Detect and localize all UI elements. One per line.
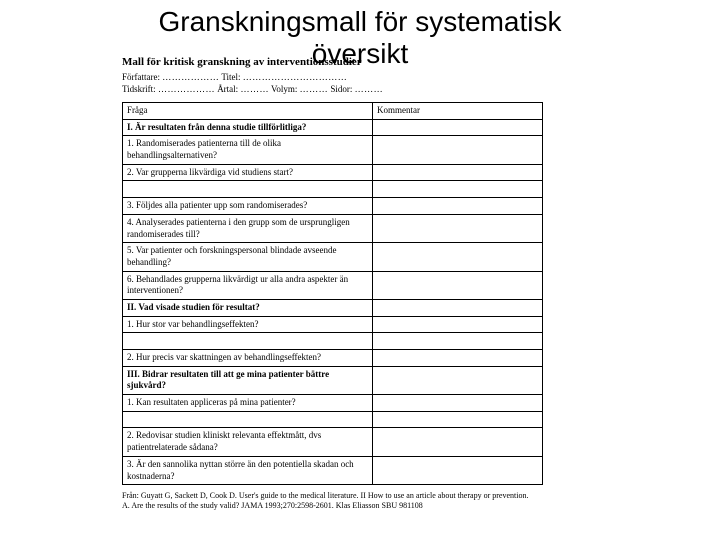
page-title-line1: Granskningsmall för systematisk	[158, 6, 561, 37]
table-header-comment: Kommentar	[373, 103, 543, 120]
pages-label: Sidor:	[330, 84, 352, 94]
comment-cell	[373, 428, 543, 456]
question-cell: 2. Hur precis var skattningen av behandl…	[123, 350, 373, 367]
section-cell: I. Är resultaten från denna studie tillf…	[123, 119, 373, 136]
comment-cell	[373, 456, 543, 484]
question-cell: 3. Följdes alla patienter upp som random…	[123, 198, 373, 215]
comment-cell	[373, 214, 543, 242]
meta-line-2: Tidskrift: ……………… Årtal: ……… Volym: ……… …	[122, 84, 600, 94]
table-row	[123, 333, 543, 350]
question-cell: 1. Randomiserades patienterna till de ol…	[123, 136, 373, 164]
pages-dots: ………	[355, 84, 384, 94]
question-cell: 4. Analyserades patienterna i den grupp …	[123, 214, 373, 242]
table-row: 5. Var patienter och forskningspersonal …	[123, 243, 543, 271]
table-row: 1. Hur stor var behandlingseffekten?	[123, 316, 543, 333]
table-row: III. Bidrar resultaten till att ge mina …	[123, 366, 543, 394]
question-cell: 1. Hur stor var behandlingseffekten?	[123, 316, 373, 333]
author-dots: ………………	[162, 72, 219, 82]
question-cell: 6. Behandlades grupperna likvärdigt ur a…	[123, 271, 373, 299]
comment-cell	[373, 271, 543, 299]
blank-cell	[123, 181, 373, 198]
section-cell: III. Bidrar resultaten till att ge mina …	[123, 366, 373, 394]
comment-cell	[373, 366, 543, 394]
table-row	[123, 181, 543, 198]
table-row: 1. Kan resultaten appliceras på mina pat…	[123, 395, 543, 412]
table-row: 4. Analyserades patienterna i den grupp …	[123, 214, 543, 242]
table-row: 2. Hur precis var skattningen av behandl…	[123, 350, 543, 367]
table-row: I. Är resultaten från denna studie tillf…	[123, 119, 543, 136]
blank-cell	[123, 411, 373, 428]
document-area: Mall för kritisk granskning av intervent…	[122, 56, 600, 511]
table-header-question: Fråga	[123, 103, 373, 120]
volume-label: Volym:	[271, 84, 297, 94]
question-cell: 2. Redovisar studien kliniskt relevanta …	[123, 428, 373, 456]
question-cell: 2. Var grupperna likvärdiga vid studiens…	[123, 164, 373, 181]
question-cell: 3. Är den sannolika nyttan större än den…	[123, 456, 373, 484]
table-header-row: FrågaKommentar	[123, 103, 543, 120]
table-row: II. Vad visade studien för resultat?	[123, 299, 543, 316]
comment-cell	[373, 395, 543, 412]
comment-cell	[373, 411, 543, 428]
comment-cell	[373, 164, 543, 181]
year-dots: ………	[240, 84, 269, 94]
blank-cell	[123, 333, 373, 350]
table-row: 3. Följdes alla patienter upp som random…	[123, 198, 543, 215]
comment-cell	[373, 181, 543, 198]
comment-cell	[373, 316, 543, 333]
table-row: 1. Randomiserades patienterna till de ol…	[123, 136, 543, 164]
meta-line-1: Författare: ……………… Titel: ……………………………	[122, 72, 600, 82]
table-row: 6. Behandlades grupperna likvärdigt ur a…	[123, 271, 543, 299]
comment-cell	[373, 333, 543, 350]
doc-heading: Mall för kritisk granskning av intervent…	[122, 56, 600, 68]
footer-line2: A. Are the results of the study valid? J…	[122, 501, 423, 510]
title-dots: ……………………………	[243, 72, 348, 82]
journal-label: Tidskrift:	[122, 84, 156, 94]
author-label: Författare:	[122, 72, 160, 82]
section-cell: II. Vad visade studien för resultat?	[123, 299, 373, 316]
comment-cell	[373, 243, 543, 271]
table-row	[123, 411, 543, 428]
footer-citation: Från: Guyatt G, Sackett D, Cook D. User'…	[122, 491, 592, 511]
question-cell: 1. Kan resultaten appliceras på mina pat…	[123, 395, 373, 412]
table-row: 2. Redovisar studien kliniskt relevanta …	[123, 428, 543, 456]
table-row: 3. Är den sannolika nyttan större än den…	[123, 456, 543, 484]
comment-cell	[373, 198, 543, 215]
assessment-table: FrågaKommentarI. Är resultaten från denn…	[122, 102, 543, 485]
comment-cell	[373, 299, 543, 316]
journal-dots: ………………	[158, 84, 215, 94]
year-label: Årtal:	[217, 84, 238, 94]
title-label: Titel:	[221, 72, 240, 82]
table-row: 2. Var grupperna likvärdiga vid studiens…	[123, 164, 543, 181]
comment-cell	[373, 119, 543, 136]
volume-dots: ………	[300, 84, 329, 94]
comment-cell	[373, 136, 543, 164]
comment-cell	[373, 350, 543, 367]
question-cell: 5. Var patienter och forskningspersonal …	[123, 243, 373, 271]
footer-line1: Från: Guyatt G, Sackett D, Cook D. User'…	[122, 491, 528, 500]
